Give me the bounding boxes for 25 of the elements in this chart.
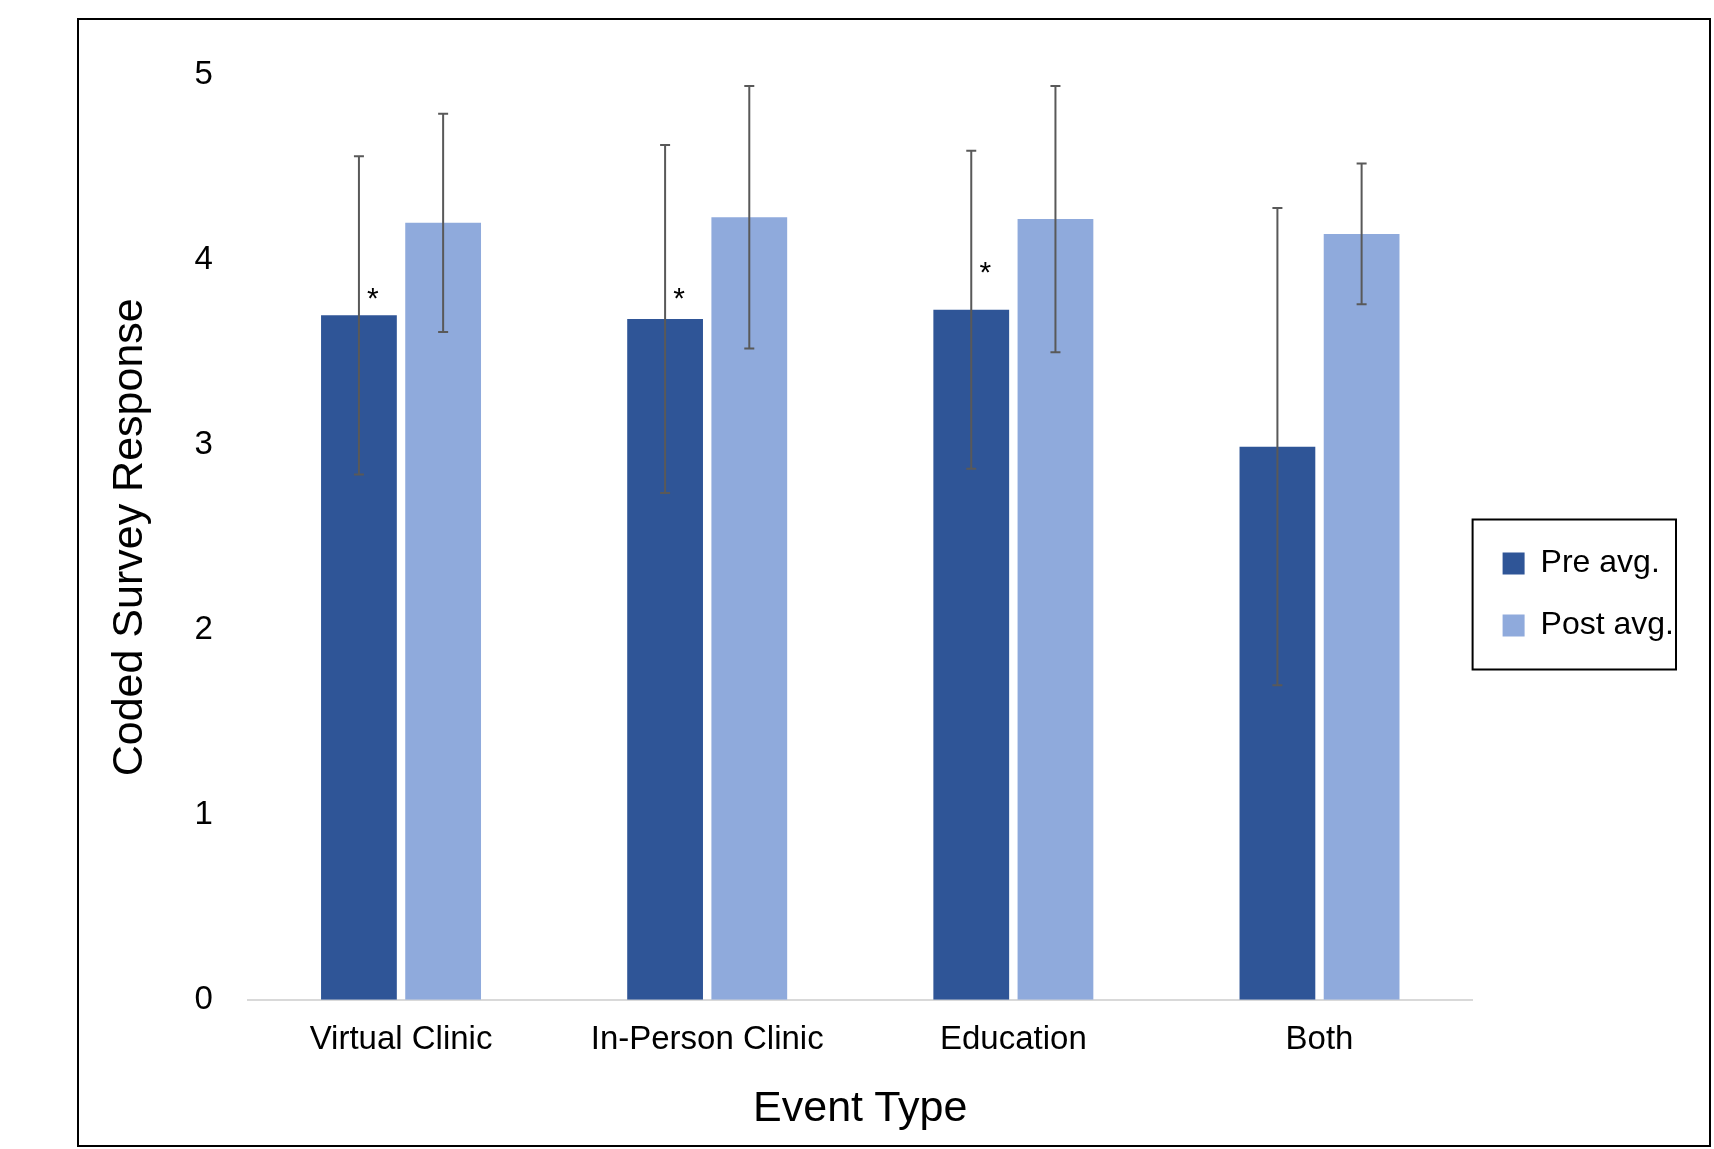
annotation: * bbox=[979, 254, 992, 288]
x-tick-label: Education bbox=[939, 1018, 1087, 1056]
y-axis-title: Coded Survey Response bbox=[102, 298, 151, 777]
legend-label: Pre avg. bbox=[1540, 543, 1660, 580]
bar bbox=[321, 315, 397, 1000]
y-tick-label: 0 bbox=[194, 978, 213, 1016]
y-tick-label: 3 bbox=[194, 423, 213, 461]
bar bbox=[405, 222, 482, 1000]
y-tick-label: 5 bbox=[194, 53, 213, 91]
annotation: * bbox=[673, 280, 686, 314]
y-tick-label: 4 bbox=[194, 238, 213, 276]
legend-label: Post avg. bbox=[1540, 605, 1674, 642]
bar bbox=[1239, 446, 1316, 1000]
bar bbox=[933, 309, 1010, 1000]
x-tick-label: Virtual Clinic bbox=[309, 1018, 493, 1056]
x-tick-label: Both bbox=[1285, 1018, 1354, 1056]
annotation: * bbox=[367, 280, 380, 314]
y-tick-label: 1 bbox=[194, 793, 213, 831]
bar bbox=[1017, 219, 1094, 1000]
x-tick-label: In-Person Clinic bbox=[590, 1018, 824, 1056]
x-axis-title: Event Type bbox=[753, 1082, 968, 1131]
bar bbox=[1323, 233, 1400, 1000]
y-tick-label: 2 bbox=[194, 608, 213, 646]
bar bbox=[711, 217, 788, 1000]
bar bbox=[627, 319, 703, 1000]
